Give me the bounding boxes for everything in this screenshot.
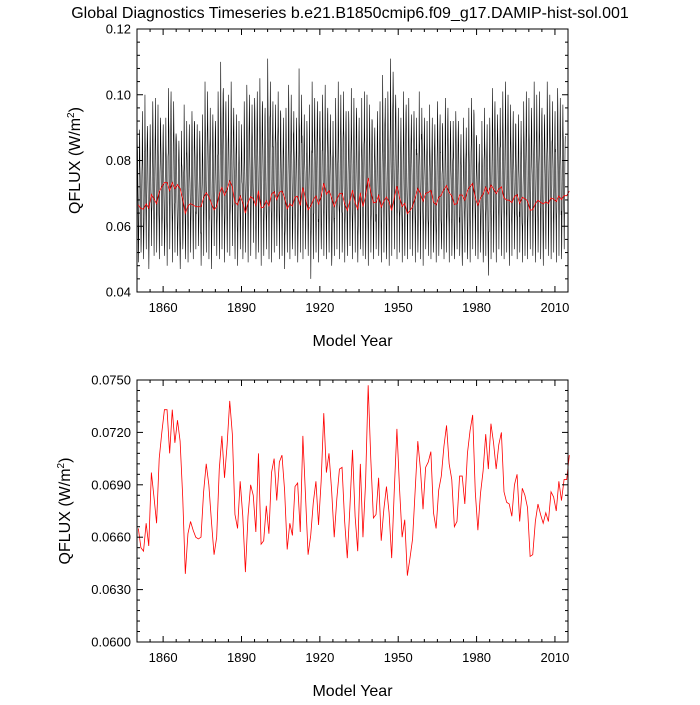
y-tick-label: 0.0720 xyxy=(91,425,131,440)
x-tick-label: 2010 xyxy=(540,300,569,315)
x-tick-label: 2010 xyxy=(540,650,569,665)
x-tick-label: 1890 xyxy=(227,300,256,315)
y-tick-label: 0.0630 xyxy=(91,582,131,597)
y-tick-label: 0.10 xyxy=(106,87,131,102)
annual-mean-line xyxy=(137,177,570,216)
annual-mean-line xyxy=(137,385,570,576)
x-tick-label: 1950 xyxy=(384,300,413,315)
x-tick-label: 1980 xyxy=(462,650,491,665)
y-axis-label: QFLUX (W/m2) xyxy=(56,458,74,565)
x-axis-label: Model Year xyxy=(312,333,393,350)
y-tick-label: 0.0660 xyxy=(91,530,131,545)
monthly-line xyxy=(136,58,566,279)
y-tick-label: 0.0750 xyxy=(91,373,131,388)
y-tick-label: 0.12 xyxy=(106,22,131,37)
x-axis-label: Model Year xyxy=(312,683,393,700)
plot-frame xyxy=(136,379,569,643)
x-tick-label: 1950 xyxy=(384,650,413,665)
y-tick-label: 0.08 xyxy=(106,153,131,168)
x-tick-label: 1860 xyxy=(149,650,178,665)
x-tick-label: 1860 xyxy=(149,300,178,315)
y-tick-label: 0.06 xyxy=(106,219,131,234)
x-tick-label: 1920 xyxy=(305,650,334,665)
panel-bottom: 1860 1890 1920 1950 1980 2010 0.0600 0.0630 0.06… xyxy=(56,373,570,700)
x-tick-label: 1980 xyxy=(462,300,491,315)
x-tick-label: 1890 xyxy=(227,650,256,665)
figure-title: Global Diagnostics Timeseries b.e21.B185… xyxy=(71,5,629,22)
y-tick-label: 0.04 xyxy=(106,285,131,300)
y-tick-label: 0.0600 xyxy=(91,635,131,650)
x-tick-label: 1920 xyxy=(305,300,334,315)
panel-top: 1860 1890 1920 1950 1980 2010 0.04 0.06 0.08 0.10… xyxy=(66,22,570,350)
y-tick-label: 0.0690 xyxy=(91,477,131,492)
y-axis-label: QFLUX (W/m2) xyxy=(66,107,84,214)
